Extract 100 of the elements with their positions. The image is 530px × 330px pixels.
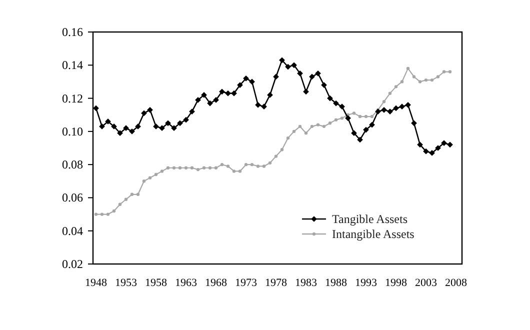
x-tick-label: 1948	[85, 277, 108, 289]
point	[202, 166, 206, 170]
point	[316, 123, 320, 126]
point	[303, 88, 309, 95]
point	[351, 130, 357, 136]
point	[177, 120, 183, 126]
point	[172, 166, 176, 170]
legend-label: Tangible Assets	[332, 212, 408, 226]
point	[340, 116, 344, 120]
point	[256, 164, 260, 168]
point	[249, 78, 255, 85]
point	[244, 162, 248, 166]
point	[165, 120, 171, 126]
point	[405, 102, 411, 108]
point	[148, 176, 152, 180]
x-tick-label: 1953	[115, 277, 138, 289]
point	[219, 88, 225, 95]
y-tick-label: 0.06	[62, 190, 83, 205]
point	[231, 90, 237, 96]
point	[328, 122, 332, 125]
point	[309, 74, 315, 80]
point	[394, 85, 398, 88]
point	[382, 100, 386, 104]
point	[285, 64, 291, 70]
point	[291, 62, 297, 68]
point	[388, 92, 392, 95]
point	[130, 192, 134, 196]
point	[442, 70, 446, 74]
x-tick-label: 2003	[415, 277, 438, 289]
x-tick-label: 1968	[205, 277, 228, 289]
y-tick-label: 0.16	[62, 25, 83, 39]
point	[117, 130, 123, 136]
point	[93, 105, 99, 112]
point	[100, 212, 104, 216]
point	[399, 104, 405, 110]
point	[393, 105, 399, 112]
point	[447, 142, 453, 148]
point	[160, 170, 164, 173]
point	[124, 198, 128, 201]
point	[274, 154, 278, 158]
point	[273, 74, 279, 80]
point	[423, 148, 429, 154]
point	[412, 75, 416, 78]
point	[352, 112, 356, 115]
point	[225, 90, 231, 96]
point	[345, 115, 351, 122]
point	[171, 125, 177, 132]
point	[327, 95, 333, 102]
x-tick-label: 1983	[295, 277, 318, 289]
point	[178, 166, 182, 170]
y-tick-label: 0.12	[62, 91, 83, 106]
point	[304, 131, 308, 135]
point	[94, 212, 98, 216]
point	[363, 126, 369, 133]
point	[369, 122, 375, 128]
point	[147, 106, 153, 113]
point	[220, 162, 224, 166]
point	[424, 78, 428, 82]
y-tick-label: 0.08	[62, 158, 83, 172]
point	[129, 128, 135, 134]
point	[358, 114, 362, 118]
point	[262, 164, 266, 168]
point	[250, 162, 254, 166]
point	[364, 114, 368, 118]
x-tick-label: 1958	[145, 277, 168, 289]
x-tick-label: 1998	[385, 277, 408, 289]
legend-label: Intangible Assets	[332, 227, 415, 241]
point	[406, 66, 410, 70]
point	[238, 170, 242, 173]
point	[136, 192, 140, 196]
point	[243, 75, 249, 82]
y-tick-label: 0.04	[62, 224, 83, 238]
point	[297, 70, 303, 76]
y-tick-label: 0.14	[62, 58, 83, 72]
point	[207, 100, 213, 106]
point	[208, 166, 212, 170]
point	[112, 209, 116, 213]
y-tick-label: 0.10	[62, 124, 83, 138]
point	[183, 116, 189, 123]
point	[357, 136, 363, 143]
point	[166, 166, 170, 170]
point	[430, 78, 434, 82]
point	[159, 125, 165, 132]
point	[255, 102, 261, 108]
point	[106, 212, 110, 216]
point	[142, 180, 146, 183]
x-tick-label: 1978	[265, 277, 288, 289]
point	[448, 70, 452, 74]
point	[292, 130, 296, 134]
point	[190, 166, 194, 170]
point	[417, 142, 423, 148]
point	[436, 75, 440, 78]
point	[334, 118, 338, 122]
point	[400, 80, 404, 84]
point	[370, 114, 374, 118]
point	[315, 70, 321, 76]
point	[226, 164, 230, 168]
point	[141, 110, 147, 116]
point	[333, 100, 339, 106]
point	[286, 136, 290, 140]
